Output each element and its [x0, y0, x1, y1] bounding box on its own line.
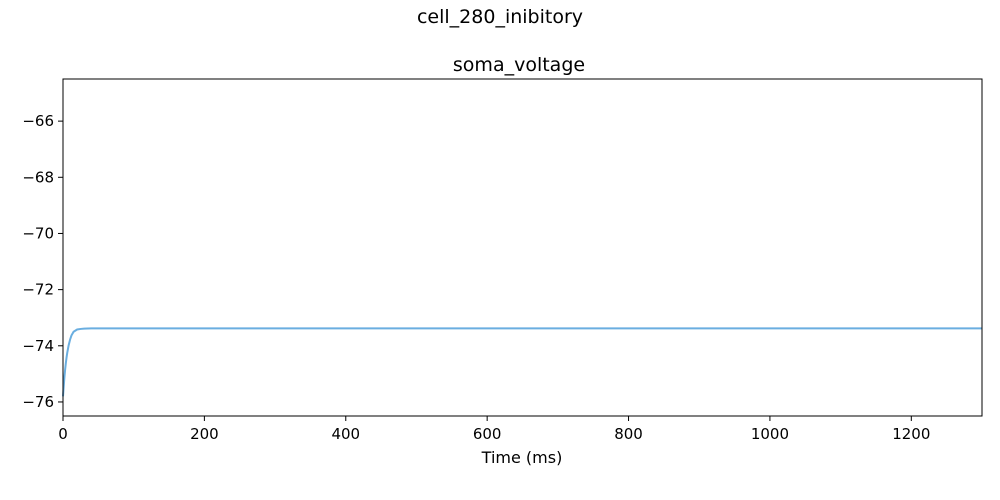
series-line-0	[62, 327, 982, 397]
x-tick-label: 0	[58, 425, 68, 443]
y-tick-label: −66	[22, 112, 54, 130]
y-axis: −76 −74 −72 −70 −68 −66	[22, 112, 63, 411]
y-tick-label: −70	[22, 224, 54, 242]
x-tick-label: 800	[614, 425, 643, 443]
x-tick-label: 400	[331, 425, 360, 443]
x-tick-label: 600	[473, 425, 502, 443]
plot-frame	[62, 78, 983, 417]
y-tick-label: −76	[22, 393, 54, 411]
y-tick-label: −72	[22, 281, 54, 299]
y-tick-label: −68	[22, 168, 54, 186]
series-layer	[62, 327, 982, 397]
x-tick-label: 1000	[751, 425, 789, 443]
x-tick-label: 200	[190, 425, 219, 443]
plot-title: soma_voltage	[453, 54, 585, 76]
y-tick-label: −74	[22, 337, 54, 355]
x-axis-title: Time (ms)	[481, 448, 563, 467]
x-tick-label: 1200	[892, 425, 930, 443]
x-axis: 0 200 400 600 800 1000 1200	[58, 416, 930, 443]
figure-suptitle: cell_280_inibitory	[416, 6, 584, 28]
